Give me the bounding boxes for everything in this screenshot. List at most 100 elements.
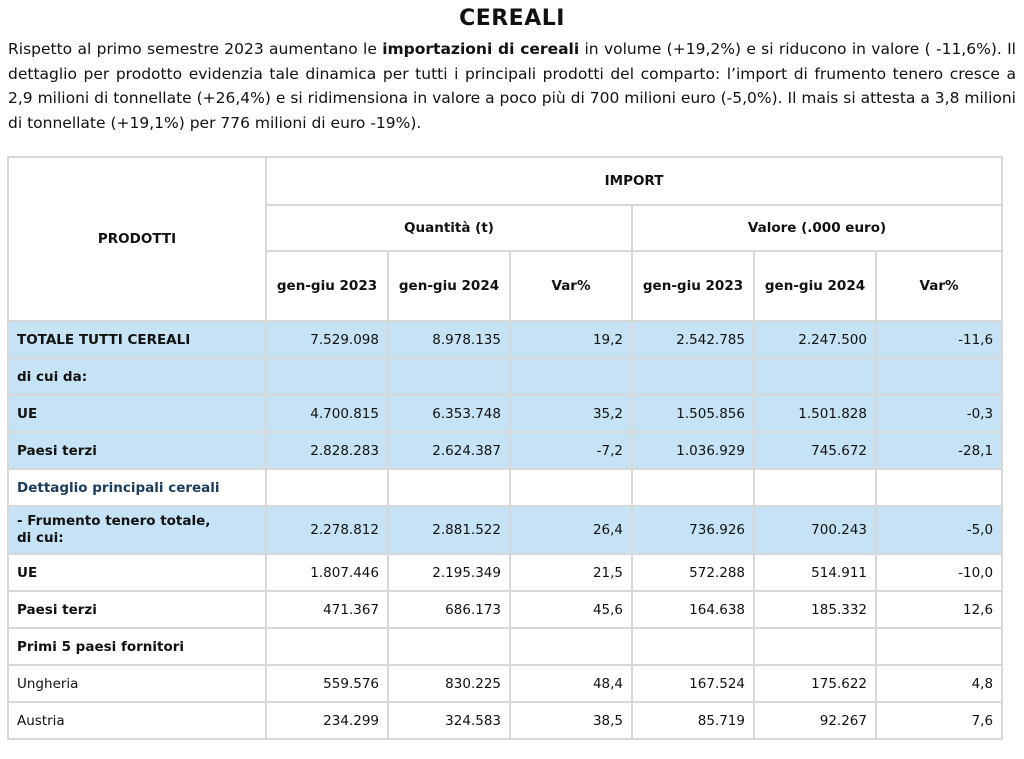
- cell-value: 234.299: [265, 701, 389, 740]
- header-period: Var%: [509, 250, 633, 322]
- cell-value: 324.583: [387, 701, 511, 740]
- cell-value: 1.807.446: [265, 553, 389, 592]
- empty-cell: [631, 627, 755, 666]
- intro-text-1: Rispetto al primo semestre 2023 aumentan…: [8, 40, 383, 58]
- table-row: Paesi terzi 2.828.283 2.624.387 -7,2 1.0…: [7, 431, 1004, 470]
- cell-value: 164.638: [631, 590, 755, 629]
- cell-value: 167.524: [631, 664, 755, 703]
- cell-value: 514.911: [753, 553, 877, 592]
- table-row: - Frumento tenero totale, di cui: 2.278.8…: [7, 505, 1004, 555]
- table-row: Austria 234.299 324.583 38,5 85.719 92.2…: [7, 701, 1004, 740]
- table-row: Ungheria 559.576 830.225 48,4 167.524 17…: [7, 664, 1004, 703]
- row-label: Paesi terzi: [7, 590, 267, 629]
- table-row: di cui da:: [7, 357, 1004, 396]
- cell-value: 830.225: [387, 664, 511, 703]
- cell-value: 2.881.522: [387, 505, 511, 555]
- empty-cell: [387, 468, 511, 507]
- cell-value: 38,5: [509, 701, 633, 740]
- table-row: UE 1.807.446 2.195.349 21,5 572.288 514.…: [7, 553, 1004, 592]
- empty-cell: [265, 627, 389, 666]
- table-row: Primi 5 paesi fornitori: [7, 627, 1004, 666]
- empty-cell: [874, 627, 1004, 666]
- row-label-line: di cui:: [17, 530, 64, 546]
- cell-value: 7.529.098: [265, 320, 389, 359]
- empty-cell: [387, 627, 511, 666]
- intro-paragraph: Rispetto al primo semestre 2023 aumentan…: [8, 37, 1016, 135]
- cell-value: 19,2: [509, 320, 633, 359]
- intro-text-2: in volume (+19,2%) e si riducono in valo…: [8, 40, 1016, 132]
- cell-value: 35,2: [509, 394, 633, 433]
- section-label: Dettaglio principali cereali: [7, 468, 267, 507]
- cell-value: 1.036.929: [631, 431, 755, 470]
- cell-value: 686.173: [387, 590, 511, 629]
- empty-cell: [387, 357, 511, 396]
- empty-cell: [509, 357, 633, 396]
- row-label: Paesi terzi: [7, 431, 267, 470]
- cell-value: 736.926: [631, 505, 755, 555]
- row-label: - Frumento tenero totale, di cui:: [7, 505, 267, 555]
- empty-cell: [265, 468, 389, 507]
- empty-cell: [509, 468, 633, 507]
- cell-value: 1.501.828: [753, 394, 877, 433]
- cell-value: 4,8: [874, 664, 1004, 703]
- empty-cell: [874, 468, 1004, 507]
- row-label-line: - Frumento tenero totale,: [17, 513, 211, 529]
- table-row: TOTALE TUTTI CEREALI 7.529.098 8.978.135…: [7, 320, 1004, 359]
- cell-value: 21,5: [509, 553, 633, 592]
- empty-cell: [631, 357, 755, 396]
- cell-value: 2.624.387: [387, 431, 511, 470]
- empty-cell: [631, 468, 755, 507]
- cell-value: 2.247.500: [753, 320, 877, 359]
- cell-value: 572.288: [631, 553, 755, 592]
- empty-cell: [753, 357, 877, 396]
- empty-cell: [874, 357, 1004, 396]
- cell-value: -28,1: [874, 431, 1004, 470]
- cell-value: 7,6: [874, 701, 1004, 740]
- cell-value: 2.195.349: [387, 553, 511, 592]
- cell-value: 2.828.283: [265, 431, 389, 470]
- row-label: UE: [7, 553, 267, 592]
- empty-cell: [753, 627, 877, 666]
- row-label: TOTALE TUTTI CEREALI: [7, 320, 267, 359]
- row-label: Ungheria: [7, 664, 267, 703]
- cell-value: -11,6: [874, 320, 1004, 359]
- cell-value: 471.367: [265, 590, 389, 629]
- page-title: CEREALI: [459, 6, 565, 31]
- cell-value: 4.700.815: [265, 394, 389, 433]
- empty-cell: [509, 627, 633, 666]
- cell-value: 2.542.785: [631, 320, 755, 359]
- header-quantity: Quantità (t): [265, 204, 633, 252]
- cell-value: 45,6: [509, 590, 633, 629]
- table-row: Dettaglio principali cereali: [7, 468, 1004, 507]
- cell-value: 8.978.135: [387, 320, 511, 359]
- cell-value: 700.243: [753, 505, 877, 555]
- header-period: gen-giu 2024: [753, 250, 877, 322]
- cell-value: 85.719: [631, 701, 755, 740]
- empty-cell: [265, 357, 389, 396]
- row-label: di cui da:: [7, 357, 267, 396]
- cell-value: 185.332: [753, 590, 877, 629]
- table-row: Paesi terzi 471.367 686.173 45,6 164.638…: [7, 590, 1004, 629]
- header-period: Var%: [874, 250, 1004, 322]
- import-table: PRODOTTI IMPORT Quantità (t) Valore (.00…: [7, 156, 1004, 740]
- section-label: Primi 5 paesi fornitori: [7, 627, 267, 666]
- table-row: UE 4.700.815 6.353.748 35,2 1.505.856 1.…: [7, 394, 1004, 433]
- cell-value: 12,6: [874, 590, 1004, 629]
- cell-value: 745.672: [753, 431, 877, 470]
- header-products: PRODOTTI: [7, 156, 267, 322]
- header-period: gen-giu 2023: [631, 250, 755, 322]
- cell-value: -5,0: [874, 505, 1004, 555]
- cell-value: 1.505.856: [631, 394, 755, 433]
- cell-value: 6.353.748: [387, 394, 511, 433]
- cell-value: 175.622: [753, 664, 877, 703]
- intro-bold-text: importazioni di cereali: [382, 40, 580, 58]
- row-label: Austria: [7, 701, 267, 740]
- header-value: Valore (.000 euro): [630, 204, 1004, 252]
- row-label: UE: [7, 394, 267, 433]
- cell-value: 2.278.812: [265, 505, 389, 555]
- header-period: gen-giu 2023: [265, 250, 389, 322]
- cell-value: -0,3: [874, 394, 1004, 433]
- cell-value: 92.267: [753, 701, 877, 740]
- cell-value: 559.576: [265, 664, 389, 703]
- empty-cell: [753, 468, 877, 507]
